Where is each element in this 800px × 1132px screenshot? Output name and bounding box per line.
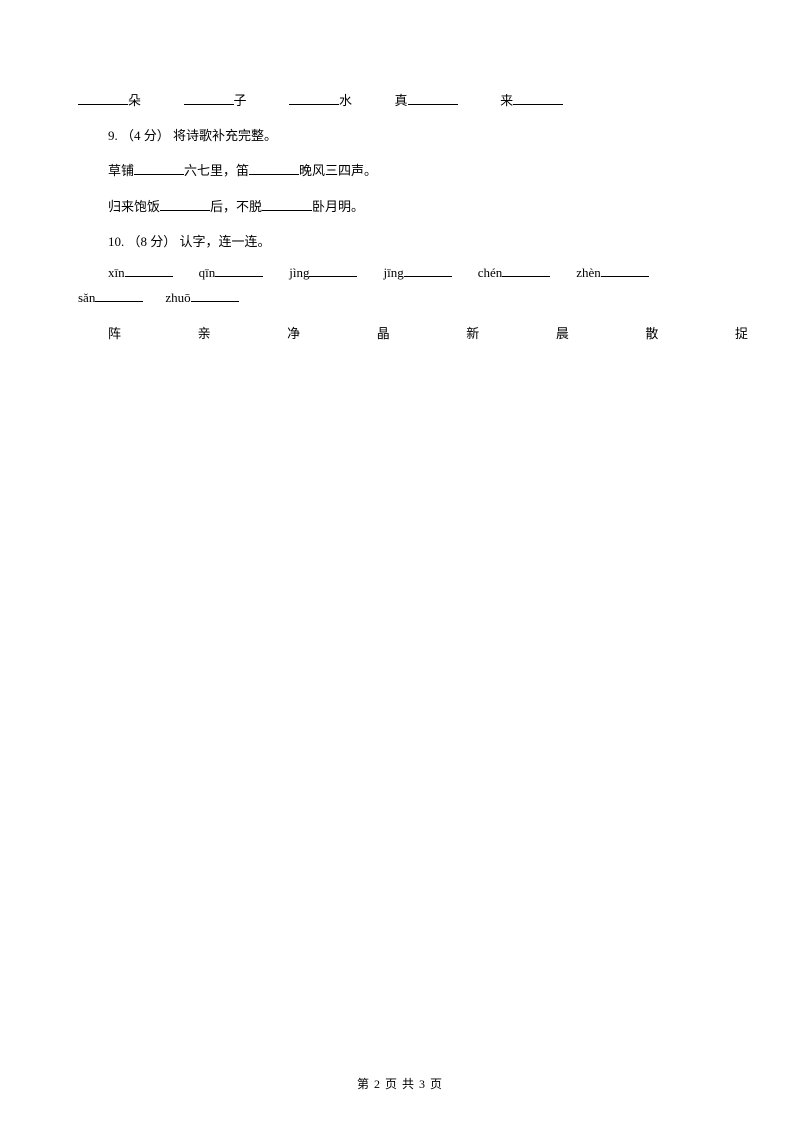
char: 晶 bbox=[377, 318, 390, 349]
page-content: 朵 子 水 真 来 9. （4 分） 将诗歌补充完整。 草铺 六七里，笛 晚风三四声… bbox=[0, 0, 800, 350]
text: 后，不脱 bbox=[210, 199, 262, 214]
blank bbox=[191, 286, 239, 302]
pinyin: zhuō bbox=[165, 290, 190, 305]
question-10-title: 10. （8 分） 认字，连一连。 bbox=[78, 226, 722, 257]
q10-char-row: 阵 亲 净 晶 新 晨 散 捉 bbox=[78, 318, 748, 349]
char: 来 bbox=[500, 93, 513, 108]
blank bbox=[160, 195, 210, 211]
char: 水 bbox=[339, 93, 352, 108]
fill-blank-line-1: 朵 子 水 真 来 bbox=[78, 85, 722, 116]
text: 六七里，笛 bbox=[184, 163, 249, 178]
blank bbox=[78, 89, 128, 105]
char: 散 bbox=[645, 318, 658, 349]
pinyin: jīng bbox=[383, 265, 403, 280]
pinyin: qīn bbox=[199, 265, 216, 280]
text: 归来饱饭 bbox=[108, 199, 160, 214]
blank bbox=[125, 261, 173, 277]
blank bbox=[262, 195, 312, 211]
text: 晚风三四声。 bbox=[299, 163, 377, 178]
blank bbox=[249, 159, 299, 175]
blank bbox=[184, 89, 234, 105]
blank bbox=[95, 286, 143, 302]
char: 朵 bbox=[128, 93, 141, 108]
char: 真 bbox=[395, 93, 408, 108]
blank bbox=[601, 261, 649, 277]
char: 净 bbox=[287, 318, 300, 349]
q9-line2: 归来饱饭 后，不脱 卧月明。 bbox=[78, 191, 722, 222]
page-footer: 第 2 页 共 3 页 bbox=[0, 1075, 800, 1092]
q10-pinyin-row: xīn qīn jìng jīng chén zhèn sǎn zhuō bbox=[78, 261, 722, 310]
blank bbox=[215, 261, 263, 277]
pinyin: chén bbox=[478, 265, 503, 280]
blank bbox=[289, 89, 339, 105]
blank bbox=[408, 89, 458, 105]
blank bbox=[404, 261, 452, 277]
char: 新 bbox=[466, 318, 479, 349]
blank bbox=[502, 261, 550, 277]
pinyin: jìng bbox=[289, 265, 309, 280]
pinyin: zhèn bbox=[576, 265, 601, 280]
blank bbox=[513, 89, 563, 105]
char: 子 bbox=[234, 93, 247, 108]
char: 亲 bbox=[198, 318, 211, 349]
q9-line1: 草铺 六七里，笛 晚风三四声。 bbox=[78, 155, 722, 186]
text: 草铺 bbox=[108, 163, 134, 178]
pinyin: sǎn bbox=[78, 290, 95, 305]
char: 捉 bbox=[735, 318, 748, 349]
pinyin: xīn bbox=[108, 265, 125, 280]
blank bbox=[134, 159, 184, 175]
char: 阵 bbox=[108, 318, 121, 349]
blank bbox=[309, 261, 357, 277]
char: 晨 bbox=[556, 318, 569, 349]
text: 卧月明。 bbox=[312, 199, 364, 214]
question-9-title: 9. （4 分） 将诗歌补充完整。 bbox=[78, 120, 722, 151]
